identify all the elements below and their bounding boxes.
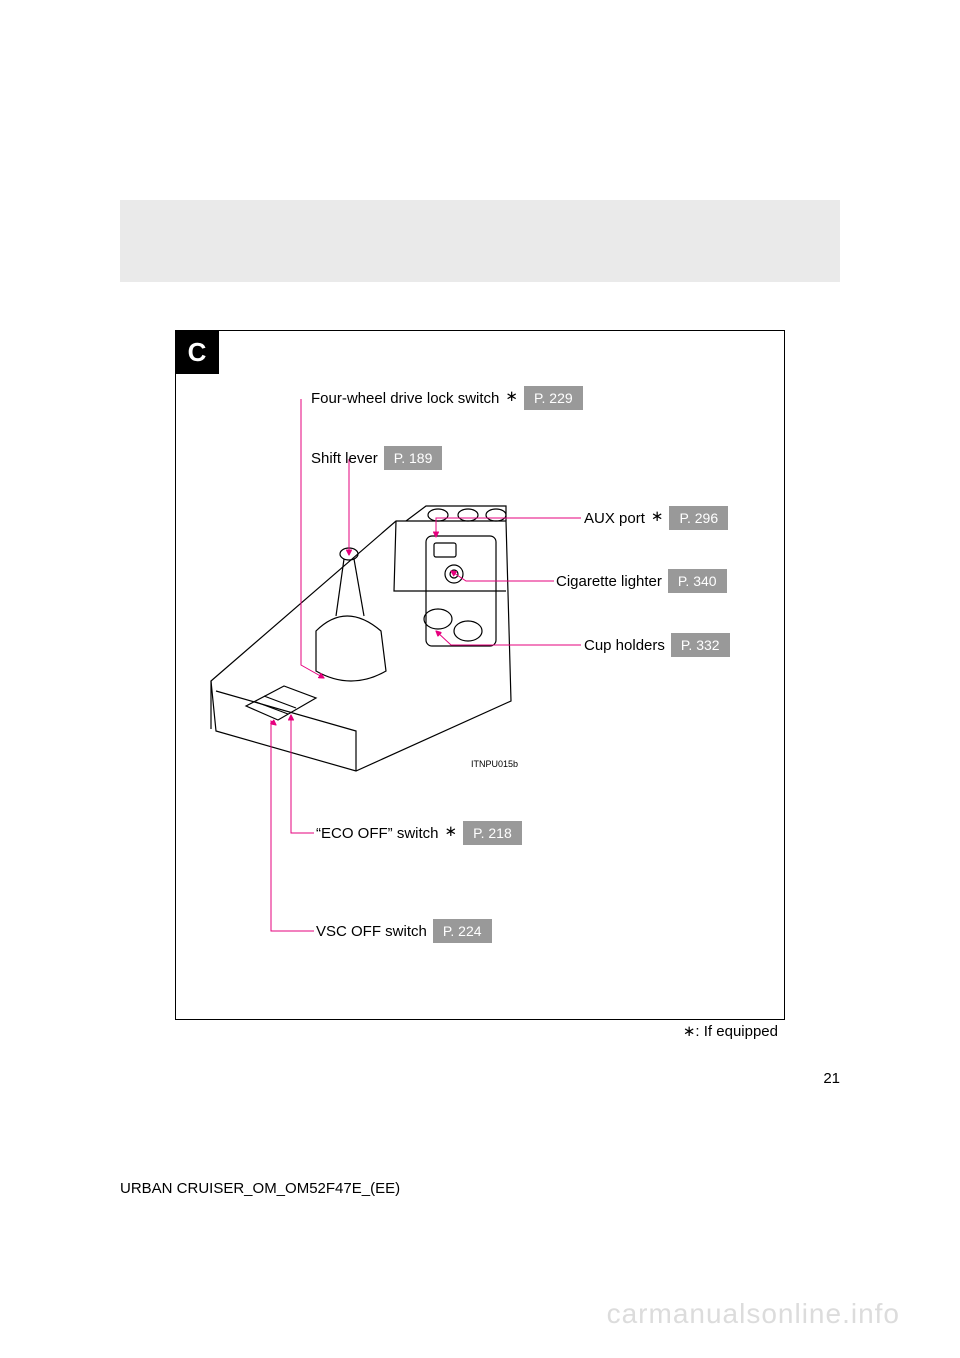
- watermark: carmanualsonline.info: [607, 1298, 900, 1330]
- page-ref: P. 224: [433, 919, 492, 943]
- content-frame: C: [120, 282, 840, 1060]
- callout-aux-port: AUX port ∗ P. 296: [584, 506, 728, 530]
- page-ref: P. 229: [524, 386, 583, 410]
- callout-label: Cup holders: [584, 637, 665, 654]
- page-ref: P. 332: [671, 633, 730, 657]
- page-ref: P. 340: [668, 569, 727, 593]
- callout-vsc-off: VSC OFF switch P. 224: [316, 919, 492, 943]
- callout-label: Four-wheel drive lock switch: [311, 390, 499, 407]
- callout-shift-lever: Shift lever P. 189: [311, 446, 442, 470]
- callout-eco-off: “ECO OFF” switch ∗ P. 218: [316, 821, 522, 845]
- page-number: 21: [823, 1070, 840, 1087]
- footnote: ∗: If equipped: [683, 1022, 778, 1040]
- callout-label: Cigarette lighter: [556, 573, 662, 590]
- page-ref: P. 189: [384, 446, 443, 470]
- callout-label: “ECO OFF” switch: [316, 825, 439, 842]
- doc-id: URBAN CRUISER_OM_OM52F47E_(EE): [120, 1180, 400, 1197]
- callout-label: Shift lever: [311, 450, 378, 467]
- callout-cup-holders: Cup holders P. 332: [584, 633, 730, 657]
- star-icon: ∗: [445, 822, 458, 840]
- page-ref: P. 296: [669, 506, 728, 530]
- footnote-text: : If equipped: [695, 1023, 778, 1040]
- page-ref: P. 218: [463, 821, 522, 845]
- callout-four-wheel: Four-wheel drive lock switch ∗ P. 229: [311, 386, 583, 410]
- console-diagram: [176, 331, 786, 1021]
- page-container: C: [120, 200, 840, 1060]
- diagram-box: C: [175, 330, 785, 1020]
- callout-label: VSC OFF switch: [316, 923, 427, 940]
- star-icon: ∗: [651, 507, 664, 525]
- header-band: [120, 200, 840, 282]
- star-icon: ∗: [683, 1023, 696, 1040]
- callout-cigarette-lighter: Cigarette lighter P. 340: [556, 569, 727, 593]
- star-icon: ∗: [505, 387, 518, 405]
- callout-label: AUX port: [584, 510, 645, 527]
- image-code: ITNPU015b: [471, 759, 518, 769]
